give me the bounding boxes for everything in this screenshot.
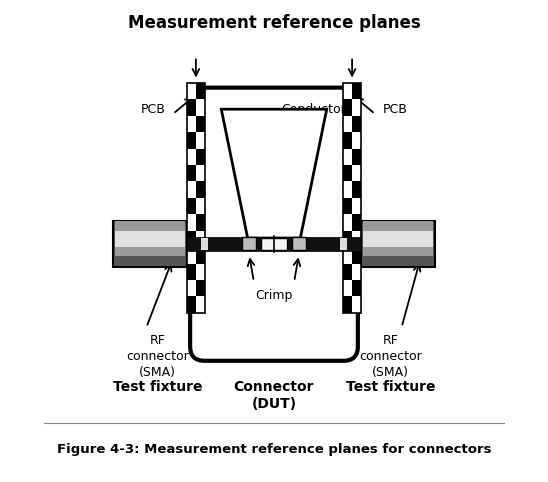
Text: RF
connector
(SMA): RF connector (SMA) (126, 335, 189, 379)
Bar (196, 83, 204, 99)
Bar (344, 264, 352, 280)
Bar (187, 181, 196, 198)
Text: Figure 4-3: Measurement reference planes for connectors: Figure 4-3: Measurement reference planes… (57, 443, 491, 456)
Bar (196, 181, 204, 198)
Bar (344, 148, 352, 165)
Bar (187, 296, 196, 313)
Bar (344, 165, 352, 181)
Bar (115, 222, 185, 231)
Bar (196, 296, 204, 313)
Bar (187, 214, 196, 231)
Bar (344, 83, 361, 313)
Bar (361, 221, 435, 267)
Bar (344, 198, 352, 214)
Bar (187, 148, 196, 165)
Bar (187, 237, 361, 251)
Bar (352, 214, 361, 231)
Bar (196, 116, 204, 132)
Bar (196, 280, 204, 296)
Text: Connector
(DUT): Connector (DUT) (234, 380, 314, 411)
Bar (344, 280, 352, 296)
Bar (352, 116, 361, 132)
Bar (352, 231, 361, 247)
Bar (187, 198, 196, 214)
Bar (201, 238, 208, 250)
Bar (344, 99, 352, 116)
Bar (187, 264, 196, 280)
Bar (352, 264, 361, 280)
Bar (352, 165, 361, 181)
Text: RF
connector
(SMA): RF connector (SMA) (359, 335, 422, 379)
Bar (344, 116, 352, 132)
FancyBboxPatch shape (190, 88, 358, 361)
Bar (187, 83, 196, 99)
Bar (187, 165, 196, 181)
Bar (352, 247, 361, 264)
Bar (352, 148, 361, 165)
Polygon shape (221, 109, 327, 238)
Text: Terminal: Terminal (252, 144, 305, 157)
Bar (292, 237, 306, 251)
Bar (344, 181, 352, 198)
Bar (115, 246, 185, 256)
Text: Crimp: Crimp (255, 289, 293, 302)
Bar (242, 237, 256, 251)
Bar (352, 132, 361, 148)
Bar (344, 231, 352, 247)
Bar (352, 99, 361, 116)
Bar (344, 296, 352, 313)
Bar (115, 231, 185, 256)
Bar (344, 132, 352, 148)
Text: Test fixture: Test fixture (113, 380, 202, 394)
Bar (196, 231, 204, 247)
Text: Conductor: Conductor (281, 103, 346, 116)
Text: Test fixture: Test fixture (346, 380, 435, 394)
Bar (187, 116, 196, 132)
Text: PCB: PCB (383, 103, 407, 116)
Bar (352, 83, 361, 99)
Bar (196, 99, 204, 116)
Bar (187, 247, 196, 264)
Bar (196, 264, 204, 280)
Bar (196, 247, 204, 264)
Bar (187, 280, 196, 296)
Bar (196, 148, 204, 165)
Bar (363, 246, 433, 256)
Bar (261, 238, 287, 250)
Bar (196, 132, 204, 148)
Text: PCB: PCB (141, 103, 165, 116)
Bar (363, 222, 433, 231)
Bar (344, 83, 352, 99)
Bar (196, 214, 204, 231)
Bar (187, 83, 204, 313)
Bar (340, 238, 347, 250)
Bar (344, 214, 352, 231)
Bar (196, 198, 204, 214)
Bar (187, 231, 196, 247)
Bar (352, 198, 361, 214)
Bar (196, 165, 204, 181)
Bar (363, 231, 433, 256)
Bar (352, 296, 361, 313)
Bar (352, 181, 361, 198)
Bar (344, 247, 352, 264)
Bar (352, 280, 361, 296)
Text: Measurement reference planes: Measurement reference planes (128, 14, 420, 32)
Bar (187, 132, 196, 148)
Bar (113, 221, 187, 267)
Bar (187, 99, 196, 116)
